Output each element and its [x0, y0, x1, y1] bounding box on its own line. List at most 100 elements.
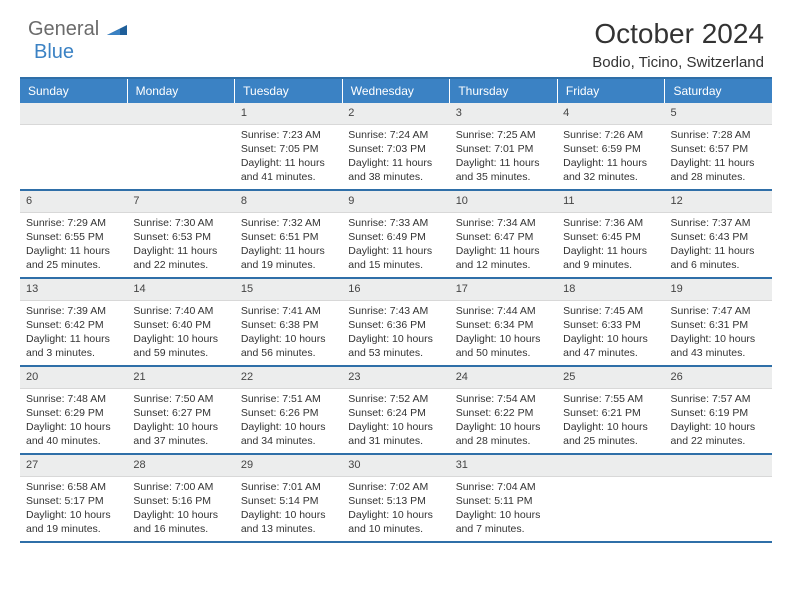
- day-line: Daylight: 10 hours and 7 minutes.: [456, 508, 551, 536]
- calendar: SundayMondayTuesdayWednesdayThursdayFrid…: [0, 77, 792, 543]
- day-line: Sunrise: 7:23 AM: [241, 128, 336, 142]
- day-line: Daylight: 10 hours and 37 minutes.: [133, 420, 228, 448]
- day-line: Sunset: 6:40 PM: [133, 318, 228, 332]
- day-line: Daylight: 11 hours and 12 minutes.: [456, 244, 551, 272]
- day-line: Daylight: 11 hours and 32 minutes.: [563, 156, 658, 184]
- day-line: Sunset: 6:27 PM: [133, 406, 228, 420]
- day-line: Sunset: 6:47 PM: [456, 230, 551, 244]
- week-row: 1Sunrise: 7:23 AMSunset: 7:05 PMDaylight…: [20, 103, 772, 191]
- weekday-header: Friday: [558, 79, 666, 103]
- day-cell: 22Sunrise: 7:51 AMSunset: 6:26 PMDayligh…: [235, 367, 342, 453]
- day-line: Sunrise: 7:52 AM: [348, 392, 443, 406]
- day-line: Daylight: 11 hours and 3 minutes.: [26, 332, 121, 360]
- day-line: Sunrise: 7:34 AM: [456, 216, 551, 230]
- day-line: Sunset: 5:17 PM: [26, 494, 121, 508]
- day-cell: 21Sunrise: 7:50 AMSunset: 6:27 PMDayligh…: [127, 367, 234, 453]
- day-cell: 25Sunrise: 7:55 AMSunset: 6:21 PMDayligh…: [557, 367, 664, 453]
- day-line: Sunset: 6:57 PM: [671, 142, 766, 156]
- day-cell: [127, 103, 234, 189]
- weekday-header-row: SundayMondayTuesdayWednesdayThursdayFrid…: [20, 77, 772, 103]
- day-line: Sunrise: 7:01 AM: [241, 480, 336, 494]
- day-line: Sunrise: 7:24 AM: [348, 128, 443, 142]
- day-content: Sunrise: 7:25 AMSunset: 7:01 PMDaylight:…: [450, 125, 557, 188]
- day-line: Daylight: 10 hours and 53 minutes.: [348, 332, 443, 360]
- day-line: Sunrise: 7:29 AM: [26, 216, 121, 230]
- day-cell: 27Sunrise: 6:58 AMSunset: 5:17 PMDayligh…: [20, 455, 127, 541]
- day-line: Sunrise: 7:43 AM: [348, 304, 443, 318]
- day-cell: [557, 455, 664, 541]
- day-line: Sunrise: 7:36 AM: [563, 216, 658, 230]
- day-line: Sunrise: 7:04 AM: [456, 480, 551, 494]
- day-cell: 31Sunrise: 7:04 AMSunset: 5:11 PMDayligh…: [450, 455, 557, 541]
- day-line: Sunset: 6:42 PM: [26, 318, 121, 332]
- day-line: Sunrise: 7:50 AM: [133, 392, 228, 406]
- day-content: [557, 477, 664, 483]
- day-line: Sunrise: 7:39 AM: [26, 304, 121, 318]
- day-line: Sunrise: 7:54 AM: [456, 392, 551, 406]
- logo-text-blue: Blue: [34, 41, 74, 63]
- day-cell: 11Sunrise: 7:36 AMSunset: 6:45 PMDayligh…: [557, 191, 664, 277]
- day-content: Sunrise: 7:37 AMSunset: 6:43 PMDaylight:…: [665, 213, 772, 276]
- day-line: Daylight: 10 hours and 59 minutes.: [133, 332, 228, 360]
- day-number: 7: [127, 191, 234, 213]
- header: General Blue October 2024 Bodio, Ticino,…: [0, 0, 792, 77]
- day-line: Sunset: 5:14 PM: [241, 494, 336, 508]
- day-line: Sunset: 6:22 PM: [456, 406, 551, 420]
- day-line: Sunrise: 7:40 AM: [133, 304, 228, 318]
- day-content: Sunrise: 7:01 AMSunset: 5:14 PMDaylight:…: [235, 477, 342, 540]
- day-line: Sunset: 5:11 PM: [456, 494, 551, 508]
- day-line: Daylight: 10 hours and 13 minutes.: [241, 508, 336, 536]
- day-number: [665, 455, 772, 477]
- day-number: 2: [342, 103, 449, 125]
- day-number: 10: [450, 191, 557, 213]
- day-line: Sunrise: 7:02 AM: [348, 480, 443, 494]
- day-line: Sunrise: 7:25 AM: [456, 128, 551, 142]
- day-line: Sunrise: 7:37 AM: [671, 216, 766, 230]
- month-title: October 2024: [592, 18, 764, 50]
- day-line: Sunrise: 7:30 AM: [133, 216, 228, 230]
- day-number: 16: [342, 279, 449, 301]
- day-line: Sunset: 6:33 PM: [563, 318, 658, 332]
- day-number: 30: [342, 455, 449, 477]
- day-number: 17: [450, 279, 557, 301]
- day-line: Daylight: 10 hours and 43 minutes.: [671, 332, 766, 360]
- day-content: Sunrise: 7:47 AMSunset: 6:31 PMDaylight:…: [665, 301, 772, 364]
- day-line: Sunrise: 7:57 AM: [671, 392, 766, 406]
- day-line: Daylight: 10 hours and 34 minutes.: [241, 420, 336, 448]
- weekday-header: Monday: [128, 79, 236, 103]
- day-content: Sunrise: 7:44 AMSunset: 6:34 PMDaylight:…: [450, 301, 557, 364]
- day-line: Daylight: 10 hours and 56 minutes.: [241, 332, 336, 360]
- day-line: Daylight: 10 hours and 10 minutes.: [348, 508, 443, 536]
- day-line: Sunset: 6:49 PM: [348, 230, 443, 244]
- location: Bodio, Ticino, Switzerland: [592, 54, 764, 71]
- day-line: Daylight: 11 hours and 6 minutes.: [671, 244, 766, 272]
- day-content: Sunrise: 6:58 AMSunset: 5:17 PMDaylight:…: [20, 477, 127, 540]
- day-line: Sunset: 7:01 PM: [456, 142, 551, 156]
- day-cell: 1Sunrise: 7:23 AMSunset: 7:05 PMDaylight…: [235, 103, 342, 189]
- day-line: Daylight: 10 hours and 19 minutes.: [26, 508, 121, 536]
- day-line: Sunrise: 7:26 AM: [563, 128, 658, 142]
- day-content: [665, 477, 772, 483]
- day-content: Sunrise: 7:41 AMSunset: 6:38 PMDaylight:…: [235, 301, 342, 364]
- day-line: Sunset: 6:21 PM: [563, 406, 658, 420]
- day-content: Sunrise: 7:23 AMSunset: 7:05 PMDaylight:…: [235, 125, 342, 188]
- day-content: Sunrise: 7:45 AMSunset: 6:33 PMDaylight:…: [557, 301, 664, 364]
- day-line: Sunset: 6:36 PM: [348, 318, 443, 332]
- day-content: Sunrise: 7:32 AMSunset: 6:51 PMDaylight:…: [235, 213, 342, 276]
- day-content: Sunrise: 7:24 AMSunset: 7:03 PMDaylight:…: [342, 125, 449, 188]
- day-number: 20: [20, 367, 127, 389]
- day-line: Daylight: 11 hours and 35 minutes.: [456, 156, 551, 184]
- day-number: 22: [235, 367, 342, 389]
- day-line: Sunset: 6:55 PM: [26, 230, 121, 244]
- day-cell: 8Sunrise: 7:32 AMSunset: 6:51 PMDaylight…: [235, 191, 342, 277]
- week-row: 6Sunrise: 7:29 AMSunset: 6:55 PMDaylight…: [20, 191, 772, 279]
- day-content: Sunrise: 7:36 AMSunset: 6:45 PMDaylight:…: [557, 213, 664, 276]
- day-content: Sunrise: 7:30 AMSunset: 6:53 PMDaylight:…: [127, 213, 234, 276]
- day-content: Sunrise: 7:39 AMSunset: 6:42 PMDaylight:…: [20, 301, 127, 364]
- day-content: Sunrise: 7:28 AMSunset: 6:57 PMDaylight:…: [665, 125, 772, 188]
- day-line: Sunrise: 7:45 AM: [563, 304, 658, 318]
- logo-text-general: General: [28, 18, 99, 40]
- day-line: Sunrise: 7:47 AM: [671, 304, 766, 318]
- day-number: [20, 103, 127, 125]
- weekday-header: Sunday: [20, 79, 128, 103]
